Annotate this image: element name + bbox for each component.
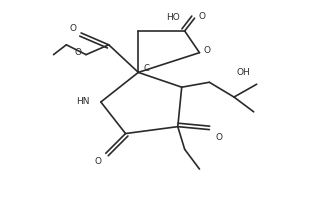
Text: O: O [216, 133, 223, 142]
Text: O: O [94, 157, 101, 166]
Text: HO: HO [166, 13, 180, 22]
Text: O: O [70, 23, 77, 33]
Text: O: O [204, 46, 211, 55]
Text: O: O [75, 48, 82, 57]
Text: C: C [143, 64, 149, 73]
Text: OH: OH [237, 68, 251, 77]
Text: HN: HN [76, 98, 90, 106]
Text: O: O [199, 12, 206, 21]
